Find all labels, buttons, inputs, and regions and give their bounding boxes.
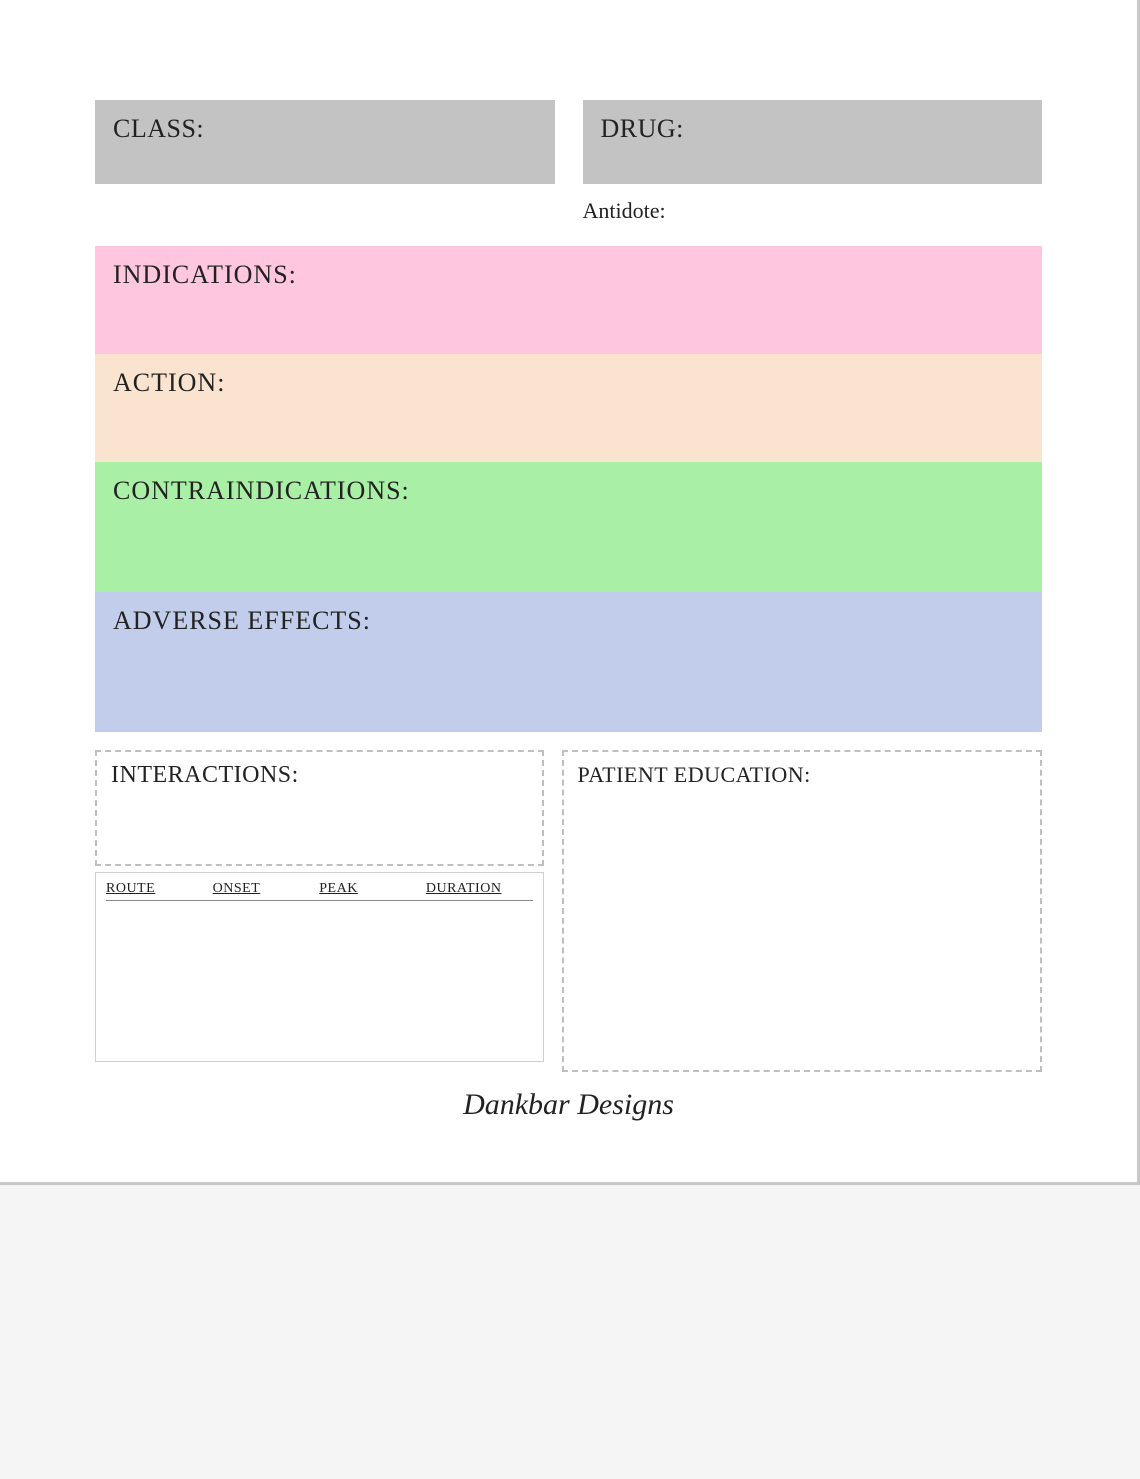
patient-education-label: PATIENT EDUCATION: [578, 762, 811, 787]
antidote-spacer [95, 192, 551, 224]
contraindications-label: CONTRAINDICATIONS: [113, 476, 410, 505]
adverse-effects-band: ADVERSE EFFECTS: [95, 592, 1042, 732]
contraindications-band: CONTRAINDICATIONS: [95, 462, 1042, 592]
footer-brand: Dankbar Designs [95, 1088, 1042, 1122]
drug-label: DRUG: [601, 114, 684, 143]
antidote-row: Antidote: [95, 192, 1042, 224]
top-row: CLASS: DRUG: [95, 100, 1042, 184]
class-label: CLASS: [113, 114, 204, 143]
action-label: ACTION: [113, 368, 225, 397]
indications-band: INDICATIONS: [95, 246, 1042, 354]
drug-box: DRUG: [583, 100, 1043, 184]
indications-label: INDICATIONS: [113, 260, 297, 289]
antidote-label: Antidote: [579, 192, 1043, 224]
pk-col-route: ROUTE [106, 881, 213, 897]
pk-col-duration: DURATION [426, 881, 533, 897]
action-band: ACTION: [95, 354, 1042, 462]
interactions-box: INTERACTIONS: [95, 750, 544, 866]
interactions-label: INTERACTIONS: [111, 762, 299, 788]
lower-section: INTERACTIONS: ROUTE ONSET PEAK DURATION … [95, 750, 1042, 1072]
adverse-effects-label: ADVERSE EFFECTS: [113, 606, 371, 635]
drug-card-page: CLASS: DRUG: Antidote: INDICATIONS: ACTI… [0, 0, 1140, 1185]
class-box: CLASS: [95, 100, 555, 184]
pk-header-row: ROUTE ONSET PEAK DURATION [106, 881, 533, 901]
patient-education-box: PATIENT EDUCATION: [562, 750, 1043, 1072]
pk-col-onset: ONSET [213, 881, 320, 897]
pk-col-peak: PEAK [319, 881, 426, 897]
pharmacokinetics-table: ROUTE ONSET PEAK DURATION [95, 872, 544, 1062]
lower-left-column: INTERACTIONS: ROUTE ONSET PEAK DURATION [95, 750, 544, 1072]
